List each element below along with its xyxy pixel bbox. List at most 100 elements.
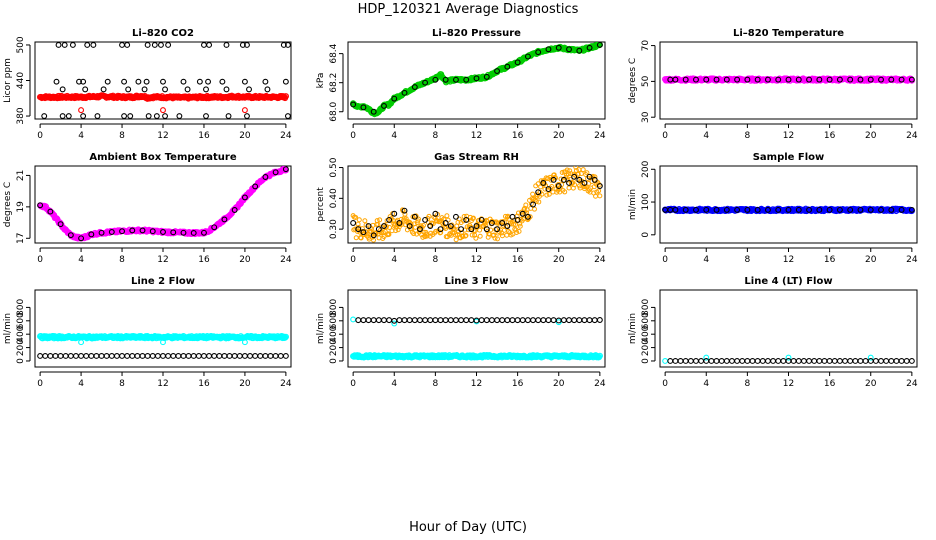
x-tick-label: 12 bbox=[157, 255, 168, 265]
x-tick-label: 20 bbox=[239, 379, 251, 389]
series-co2-mid bbox=[53, 78, 289, 85]
data-point bbox=[785, 206, 792, 213]
data-point bbox=[368, 228, 374, 234]
x-tick-label: 0 bbox=[662, 379, 668, 389]
data-point bbox=[104, 78, 111, 85]
data-point bbox=[888, 76, 895, 83]
y-tick-label: 70 bbox=[641, 40, 651, 52]
data-point bbox=[503, 224, 509, 230]
data-point bbox=[90, 42, 97, 48]
data-point bbox=[571, 173, 578, 180]
data-point bbox=[62, 353, 69, 359]
data-point bbox=[78, 339, 85, 346]
data-point bbox=[703, 354, 710, 361]
data-point bbox=[391, 320, 398, 327]
data-point bbox=[267, 353, 274, 359]
x-tick-label: 8 bbox=[745, 255, 751, 265]
data-point bbox=[514, 229, 520, 235]
data-point bbox=[790, 358, 797, 364]
data-point bbox=[867, 358, 874, 364]
data-point bbox=[566, 317, 572, 324]
data-point bbox=[53, 78, 60, 85]
data-point bbox=[73, 353, 79, 359]
data-point bbox=[391, 210, 398, 217]
series-line-2-dips bbox=[78, 339, 248, 346]
data-point bbox=[795, 358, 802, 364]
main-title: HDP_120321 Average Diagnostics bbox=[358, 2, 579, 17]
data-point bbox=[566, 46, 572, 53]
x-tick-label: 0 bbox=[662, 131, 668, 141]
data-point bbox=[127, 113, 134, 119]
plot-frame bbox=[347, 289, 606, 368]
data-point bbox=[462, 233, 468, 239]
data-point bbox=[477, 233, 483, 239]
data-point bbox=[221, 216, 228, 223]
data-point bbox=[483, 317, 490, 324]
data-point bbox=[93, 353, 100, 359]
series-line-3-avg bbox=[355, 317, 603, 324]
y-tick-label: 400 bbox=[16, 325, 26, 342]
data-point bbox=[734, 206, 741, 213]
data-point bbox=[494, 317, 501, 324]
data-point bbox=[888, 358, 895, 364]
y-axis-label: ml/min bbox=[3, 313, 13, 344]
data-point bbox=[239, 42, 246, 48]
data-point bbox=[211, 353, 218, 359]
x-tick-label: 4 bbox=[703, 131, 709, 141]
data-point bbox=[108, 229, 115, 235]
data-point bbox=[362, 218, 368, 224]
data-point bbox=[562, 189, 568, 195]
data-point bbox=[477, 227, 483, 233]
data-point bbox=[504, 317, 511, 324]
data-point bbox=[555, 183, 562, 189]
x-tick-label: 24 bbox=[594, 379, 606, 389]
data-point bbox=[124, 353, 131, 359]
data-point bbox=[703, 358, 710, 364]
data-point bbox=[862, 358, 869, 364]
series-sample-flow-avg bbox=[662, 206, 915, 213]
data-point bbox=[592, 174, 598, 180]
data-point bbox=[662, 358, 669, 364]
data-point bbox=[698, 358, 705, 364]
data-point bbox=[144, 353, 151, 359]
data-point bbox=[121, 78, 128, 85]
data-point bbox=[547, 174, 553, 180]
x-tick-label: 0 bbox=[662, 255, 668, 265]
panel-1: Li–820 CO2 Licor ppm 0 4 8 12 16 20 24 380 440 500 bbox=[3, 28, 292, 141]
y-axis-label: ml/min bbox=[316, 313, 326, 344]
data-point bbox=[203, 86, 209, 93]
data-point bbox=[596, 183, 603, 189]
data-point bbox=[831, 358, 838, 364]
data-layer bbox=[350, 316, 603, 361]
data-point bbox=[463, 216, 470, 223]
data-point bbox=[693, 76, 699, 83]
data-point bbox=[499, 230, 505, 236]
data-point bbox=[403, 216, 409, 222]
data-point bbox=[160, 107, 166, 114]
data-point bbox=[682, 206, 689, 213]
data-point bbox=[734, 76, 741, 83]
data-point bbox=[872, 358, 879, 364]
data-point bbox=[523, 202, 529, 208]
data-point bbox=[80, 113, 87, 119]
data-point bbox=[908, 358, 915, 364]
x-tick-label: 12 bbox=[783, 131, 794, 141]
x-tick-label: 16 bbox=[198, 379, 210, 389]
data-point bbox=[129, 353, 136, 359]
data-point bbox=[381, 102, 387, 109]
data-point bbox=[713, 358, 720, 364]
data-point bbox=[468, 317, 475, 324]
data-point bbox=[581, 317, 588, 324]
data-point bbox=[492, 235, 498, 241]
data-point bbox=[219, 78, 226, 85]
x-tick-label: 8 bbox=[745, 131, 751, 141]
data-point bbox=[478, 317, 485, 324]
data-layer bbox=[350, 166, 603, 243]
data-point bbox=[744, 206, 751, 213]
data-point bbox=[878, 76, 884, 83]
data-point bbox=[149, 228, 156, 235]
data-point bbox=[883, 358, 890, 364]
data-point bbox=[519, 209, 525, 215]
